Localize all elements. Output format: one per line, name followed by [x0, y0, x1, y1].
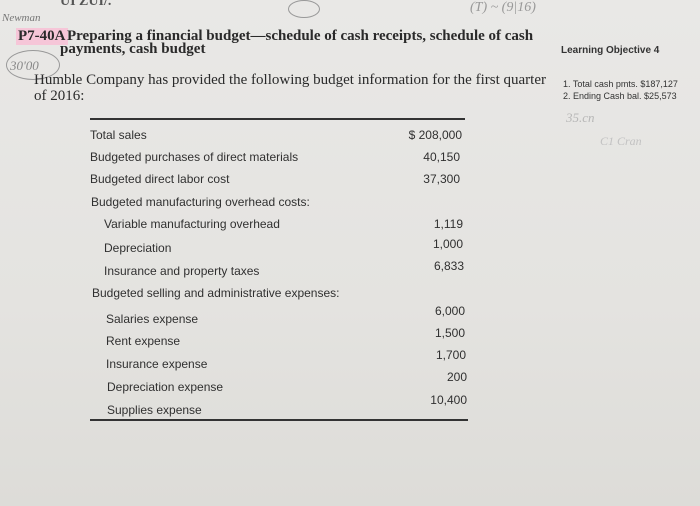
row-value-depreciation: 1,000: [432, 237, 463, 251]
row-value-insurance-expense: 1,700: [435, 348, 466, 362]
row-value-depreciation-expense: 200: [446, 370, 467, 384]
row-label-direct-materials: Budgeted purchases of direct materials: [90, 150, 299, 164]
handwritten-top-right-note: (T) ~ (9|16): [470, 0, 536, 15]
answer-check-1: 1. Total cash pmts. $187,127: [563, 79, 678, 89]
row-value-supplies-expense: 10,400: [430, 393, 467, 407]
handwritten-name-note: Newman: [2, 12, 41, 24]
problem-intro-line-1: Humble Company has provided the followin…: [34, 72, 546, 88]
table-top-rule: [90, 118, 465, 120]
row-label-insurance-expense: Insurance expense: [106, 357, 208, 371]
answer-check-2: 2. Ending Cash bal. $25,573: [563, 91, 677, 101]
handwritten-top-text: UI ZUI/.: [60, 0, 112, 9]
handwritten-right-note-2: C1 Cran: [600, 134, 642, 148]
row-label-rent-expense: Rent expense: [106, 334, 181, 348]
row-label-total-sales: Total sales: [90, 128, 147, 142]
problem-title-line-2: payments, cash budget: [60, 41, 206, 57]
row-label-salaries-expense: Salaries expense: [106, 312, 199, 326]
row-label-depreciation: Depreciation: [104, 241, 172, 255]
problem-title-line-1: Preparing a financial budget—schedule of…: [67, 28, 534, 44]
row-value-salaries-expense: 6,000: [434, 304, 465, 318]
handwritten-circle-margin: [6, 50, 60, 80]
learning-objective: Learning Objective 4: [561, 45, 660, 56]
row-label-supplies-expense: Supplies expense: [107, 403, 202, 417]
row-value-insurance-property-taxes: 6,833: [433, 259, 464, 273]
row-label-selling-admin-heading: Budgeted selling and administrative expe…: [92, 286, 340, 300]
row-label-depreciation-expense: Depreciation expense: [107, 380, 224, 394]
handwritten-right-note-1: 35.cn: [566, 110, 595, 125]
row-value-direct-materials: 40,150: [423, 150, 460, 164]
problem-intro-line-2: of 2016:: [34, 88, 85, 104]
row-value-rent-expense: 1,500: [434, 326, 465, 340]
table-bottom-rule: [90, 419, 468, 421]
handwritten-circle: [288, 0, 320, 18]
row-label-variable-overhead: Variable manufacturing overhead: [104, 217, 280, 231]
row-value-variable-overhead: 1,119: [433, 217, 463, 231]
row-value-direct-labor: 37,300: [423, 172, 460, 186]
row-label-insurance-property-taxes: Insurance and property taxes: [104, 264, 260, 278]
problem-id: P7-40A: [16, 28, 68, 45]
row-label-mfg-overhead-heading: Budgeted manufacturing overhead costs:: [91, 195, 310, 209]
row-value-total-sales: $ 208,000: [408, 128, 462, 142]
row-label-direct-labor: Budgeted direct labor cost: [90, 172, 230, 186]
